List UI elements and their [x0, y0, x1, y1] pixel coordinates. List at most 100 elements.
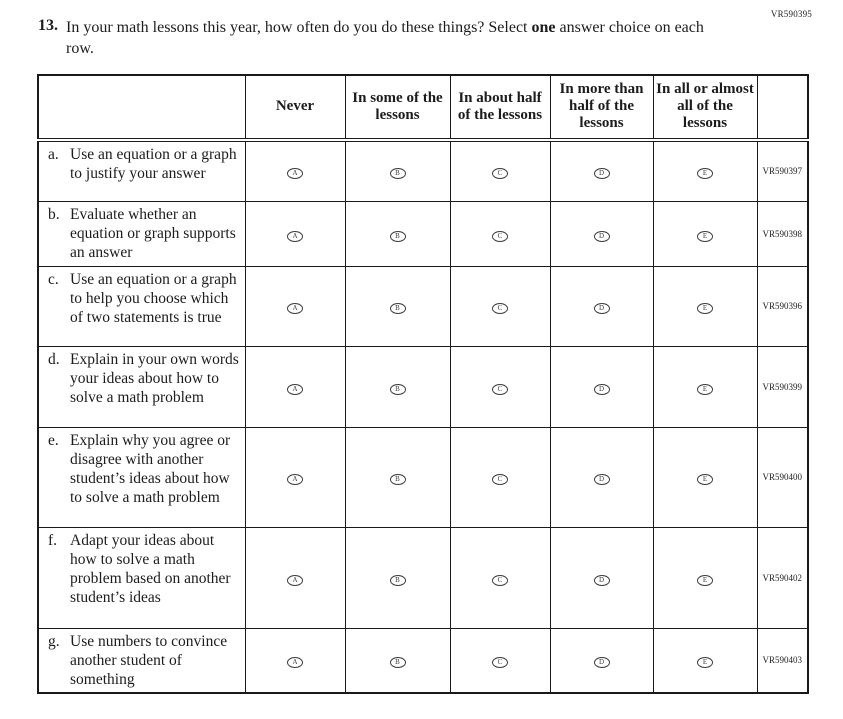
- row-b-option-bubble-a[interactable]: A: [287, 230, 303, 242]
- row-f-option-bubble-c[interactable]: C: [492, 574, 508, 586]
- row-c-option-bubble-c[interactable]: C: [492, 303, 508, 315]
- row-e-stem-wrap: e. Explain why you agree or disagree wit…: [48, 431, 241, 508]
- question-13: 13. In your math lessons this year, how …: [0, 0, 843, 59]
- question-text: In your math lessons this year, how ofte…: [66, 17, 714, 59]
- row-a-letter: a.: [48, 145, 59, 163]
- row-g-stem: g. Use numbers to convince another stude…: [37, 627, 246, 694]
- row-c-cell-never: A: [244, 265, 346, 347]
- row-a-option-bubble-b[interactable]: B: [389, 168, 406, 180]
- row-f-cell-never: A: [244, 526, 346, 629]
- row-g-letter: g.: [48, 632, 60, 650]
- row-e-option-bubble-a[interactable]: A: [287, 474, 303, 486]
- row-f-letter: f.: [48, 531, 58, 549]
- row-d-cell-never: A: [244, 345, 346, 428]
- row-d-option-bubble-a[interactable]: A: [287, 383, 303, 395]
- row-a-option-bubble-e[interactable]: E: [697, 168, 713, 180]
- row-g-option-bubble-b[interactable]: B: [389, 657, 406, 669]
- row-d-option-bubble-e[interactable]: E: [697, 383, 713, 395]
- row-e-text: Explain why you agree or disagree with a…: [70, 431, 231, 507]
- row-c-code: VR590396: [756, 265, 809, 347]
- row-c-option-bubble-b[interactable]: B: [389, 303, 406, 315]
- row-g-option-bubble-c[interactable]: C: [492, 657, 508, 669]
- table-row-e: e. Explain why you agree or disagree wit…: [37, 426, 809, 528]
- row-c-option-bubble-e[interactable]: E: [697, 303, 713, 315]
- row-c-stem-wrap: c. Use an equation or a graph to help yo…: [48, 270, 241, 328]
- row-g-option-bubble-d[interactable]: D: [593, 657, 610, 669]
- row-g-code: VR590403: [756, 627, 809, 694]
- form-code-top-right: VR590395: [770, 9, 812, 19]
- table-row-d: d. Explain in your own words your ideas …: [37, 345, 809, 428]
- row-e-cell-some: B: [344, 426, 451, 528]
- row-c-option-bubble-a[interactable]: A: [287, 303, 303, 315]
- row-e-cell-about-half: C: [449, 426, 551, 528]
- header-code-empty: [756, 74, 809, 142]
- row-f-cell-about-half: C: [449, 526, 551, 629]
- row-a-stem: a. Use an equation or a graph to justify…: [37, 139, 246, 202]
- row-a-code: VR590397: [756, 139, 809, 202]
- row-g-cell-about-half: C: [449, 627, 551, 694]
- row-f-stem-wrap: f. Adapt your ideas about how to solve a…: [48, 531, 241, 608]
- row-b-option-bubble-e[interactable]: E: [697, 230, 713, 242]
- row-d-stem-wrap: d. Explain in your own words your ideas …: [48, 350, 241, 408]
- row-a-stem-wrap: a. Use an equation or a graph to justify…: [48, 145, 241, 183]
- row-d-cell-some: B: [344, 345, 451, 428]
- row-b-code: VR590398: [756, 201, 809, 267]
- row-d-code: VR590399: [756, 345, 809, 428]
- row-a-text: Use an equation or a graph to justify yo…: [70, 145, 237, 182]
- header-some-lessons: In some of the lessons: [344, 74, 451, 142]
- row-a-option-bubble-d[interactable]: D: [593, 168, 610, 180]
- row-a-cell-all: E: [652, 139, 758, 202]
- row-e-option-bubble-e[interactable]: E: [697, 474, 713, 486]
- row-e-cell-more-half: D: [549, 426, 654, 528]
- row-d-option-bubble-d[interactable]: D: [593, 383, 610, 395]
- row-g-text: Use numbers to convince another student …: [70, 632, 228, 689]
- row-e-option-bubble-d[interactable]: D: [593, 474, 610, 486]
- question-text-part2: answer choice on each row.: [66, 19, 704, 58]
- row-g-option-bubble-e[interactable]: E: [697, 657, 713, 669]
- row-e-cell-all: E: [652, 426, 758, 528]
- row-b-option-bubble-b[interactable]: B: [389, 230, 406, 242]
- row-f-option-bubble-b[interactable]: B: [389, 574, 406, 586]
- row-f-text: Adapt your ideas about how to solve a ma…: [70, 531, 231, 607]
- question-text-bold: one: [531, 19, 556, 36]
- row-f-option-bubble-d[interactable]: D: [593, 574, 610, 586]
- row-f-cell-all: E: [652, 526, 758, 629]
- row-b-cell-all: E: [652, 201, 758, 267]
- row-e-letter: e.: [48, 431, 59, 449]
- row-g-option-bubble-a[interactable]: A: [287, 657, 303, 669]
- row-b-option-bubble-c[interactable]: C: [492, 230, 508, 242]
- header-more-than-half: In more than half of the lessons: [549, 74, 654, 142]
- header-about-half: In about half of the lessons: [449, 74, 551, 142]
- header-stem-empty: [37, 74, 246, 142]
- row-a-option-bubble-c[interactable]: C: [492, 168, 508, 180]
- table-row-b: b. Evaluate whether an equation or graph…: [37, 201, 809, 267]
- row-d-cell-more-half: D: [549, 345, 654, 428]
- row-b-cell-never: A: [244, 201, 346, 267]
- row-d-cell-all: E: [652, 345, 758, 428]
- header-all-almost-all: In all or almost all of the lessons: [652, 74, 758, 142]
- row-b-stem: b. Evaluate whether an equation or graph…: [37, 201, 246, 267]
- row-b-letter: b.: [48, 206, 60, 223]
- row-c-cell-all: E: [652, 265, 758, 347]
- row-g-cell-more-half: D: [549, 627, 654, 694]
- row-d-stem: d. Explain in your own words your ideas …: [37, 345, 246, 428]
- row-a-cell-more-half: D: [549, 139, 654, 202]
- row-a-option-bubble-a[interactable]: A: [287, 168, 303, 180]
- question-number: 13.: [38, 17, 58, 34]
- row-a-cell-about-half: C: [449, 139, 551, 202]
- row-b-option-bubble-d[interactable]: D: [593, 230, 610, 242]
- row-e-option-bubble-b[interactable]: B: [389, 474, 406, 486]
- row-f-cell-more-half: D: [549, 526, 654, 629]
- table-row-a: a. Use an equation or a graph to justify…: [37, 139, 809, 202]
- row-d-option-bubble-b[interactable]: B: [389, 383, 406, 395]
- row-c-option-bubble-d[interactable]: D: [593, 303, 610, 315]
- row-b-stem-wrap: b. Evaluate whether an equation or graph…: [48, 205, 241, 263]
- row-d-option-bubble-c[interactable]: C: [492, 383, 508, 395]
- row-f-code: VR590402: [756, 526, 809, 629]
- row-f-option-bubble-e[interactable]: E: [697, 574, 713, 586]
- row-g-stem-wrap: g. Use numbers to convince another stude…: [48, 632, 241, 690]
- row-f-option-bubble-a[interactable]: A: [287, 574, 303, 586]
- row-g-cell-some: B: [344, 627, 451, 694]
- row-e-option-bubble-c[interactable]: C: [492, 474, 508, 486]
